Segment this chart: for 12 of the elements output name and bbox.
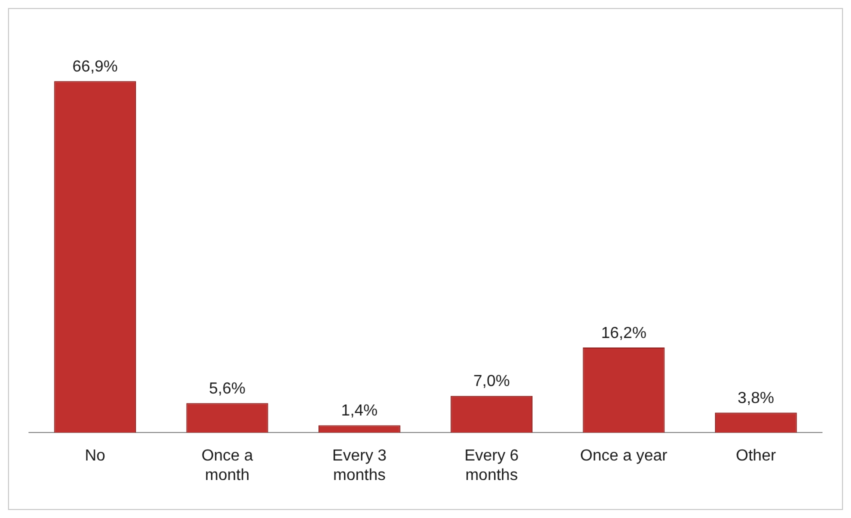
data-label: 3,8%: [738, 390, 774, 408]
data-label: 1,4%: [341, 402, 378, 420]
x-tick-label: No: [84, 448, 106, 465]
x-tick-label: Every 6 months: [464, 448, 519, 484]
data-label: 7,0%: [473, 373, 510, 390]
x-tick-label: Once a month: [201, 448, 254, 484]
data-label: 5,6%: [209, 380, 246, 398]
data-label: 66,9%: [72, 58, 118, 76]
data-label: 16,2%: [601, 324, 646, 342]
x-tick-label: Once a year: [580, 448, 668, 465]
x-tick-label: Every 3 months: [332, 448, 387, 484]
x-tick-label: Other: [736, 448, 777, 465]
